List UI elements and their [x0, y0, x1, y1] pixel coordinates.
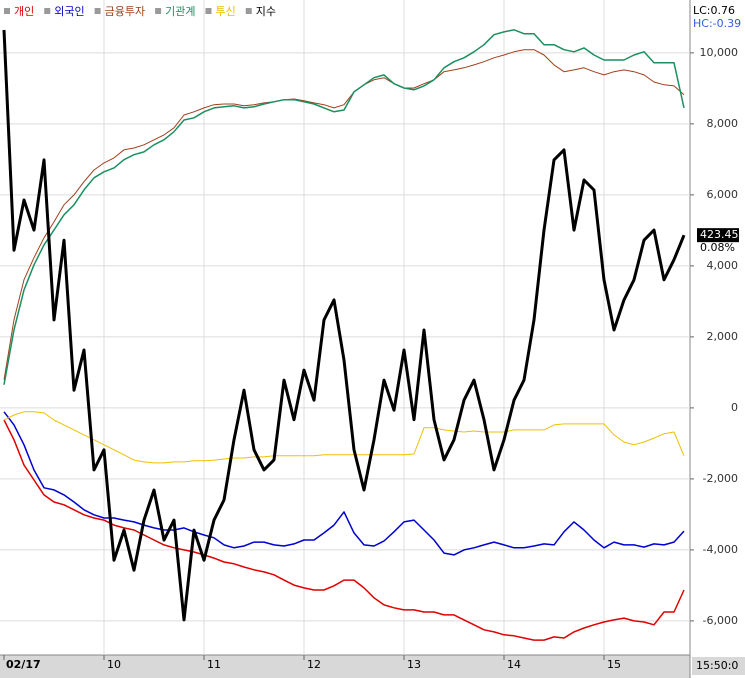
- legend-label: 지수: [256, 5, 276, 18]
- legend-label: 외국인: [54, 5, 84, 18]
- legend-swatch: [4, 8, 10, 14]
- x-tick-label: 13: [407, 658, 421, 671]
- series-line: [3, 411, 685, 464]
- legend-label: 개인: [14, 5, 34, 18]
- x-tick-label: 10: [107, 658, 121, 671]
- series-line: [3, 29, 685, 385]
- cursor-label: 15:50:0: [696, 659, 738, 672]
- cursor-box: [692, 657, 745, 675]
- y-tick-label: 8,000: [707, 117, 739, 130]
- x-tick-label: 14: [507, 658, 521, 671]
- y-tick-label: 10,000: [700, 46, 739, 59]
- legend-label: 투신: [215, 5, 235, 18]
- x-tick-label: 12: [307, 658, 321, 671]
- info-label: LC:0.76: [693, 4, 735, 17]
- value-box: [697, 228, 739, 243]
- legend-swatch: [205, 8, 212, 14]
- x-axis-bar: [0, 655, 690, 678]
- x-tick-label: 11: [207, 658, 221, 671]
- legend-label: 금융투자: [105, 5, 145, 18]
- series-line: [3, 49, 685, 380]
- y-tick-label: -4,000: [703, 543, 738, 556]
- y-tick-label: -6,000: [703, 614, 738, 627]
- legend-swatch: [44, 8, 51, 14]
- series-line: [3, 419, 685, 641]
- y-tick-label: 4,000: [707, 259, 739, 272]
- series-line: [2, 29, 686, 622]
- series-line: [3, 411, 685, 556]
- legend-swatch: [94, 8, 101, 14]
- y-tick-label: -2,000: [703, 472, 738, 485]
- legend-swatch: [245, 8, 252, 14]
- legend-label: 기관계: [165, 5, 195, 18]
- info-label: HC:-0.39: [693, 17, 741, 30]
- legend-swatch: [155, 8, 162, 14]
- x-tick-label: 02/17: [6, 658, 41, 671]
- y-tick-label: 6,000: [707, 188, 739, 201]
- last-change-label: 0.08%: [700, 241, 735, 254]
- y-tick-label: 0: [731, 401, 738, 414]
- last-value-label: 423.45: [700, 228, 739, 241]
- y-tick-label: 2,000: [707, 330, 739, 343]
- x-tick-label: 15: [607, 658, 621, 671]
